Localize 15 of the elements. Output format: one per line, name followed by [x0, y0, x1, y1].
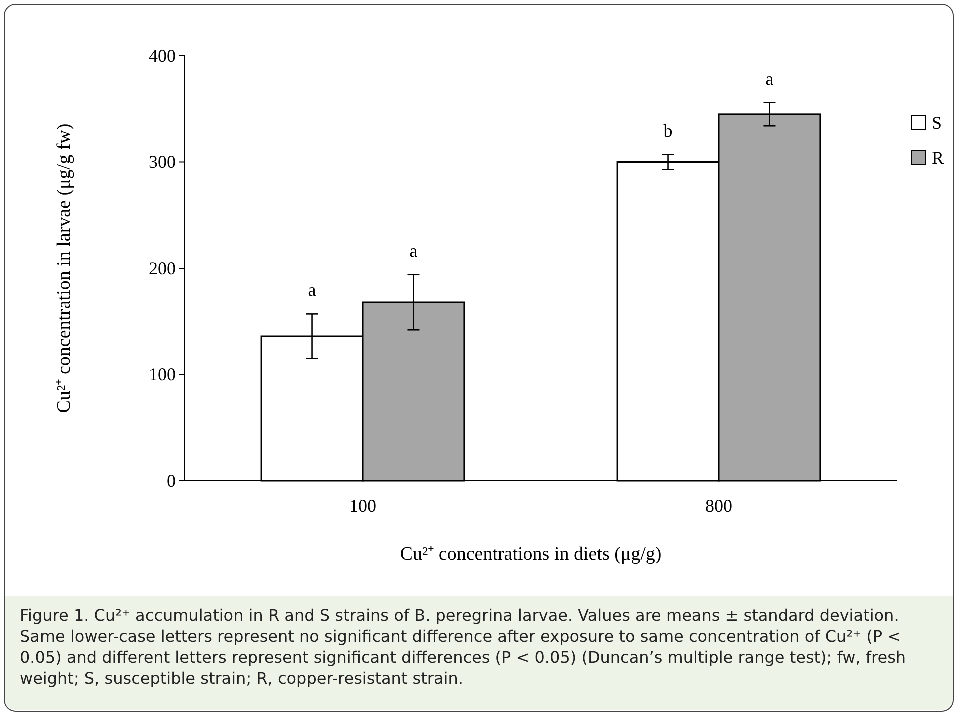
x-tick-label: 800 [706, 496, 732, 516]
y-tick-label: 200 [149, 258, 176, 278]
y-tick-label: 0 [167, 470, 176, 491]
annotation: a [766, 68, 774, 89]
y-tick-label: 400 [149, 46, 176, 66]
legend-label: R [932, 148, 944, 168]
annotation: b [664, 120, 673, 141]
y-axis-title: Cu²⁺ concentration in larvae (μg/g fw) [54, 124, 75, 414]
legend-label: S [932, 113, 942, 133]
y-tick-label: 300 [149, 152, 176, 172]
annotation: a [308, 280, 316, 300]
y-tick-label: 100 [149, 364, 176, 385]
caption: Figure 1. Cu²⁺ accumulation in R and S strains of B. peregrina larvae. Values are means ± standard deviation. Same lower-case letters represent no significant difference after exposure to same concentration of Cu²⁺ (P < 0.05) and different letters represent significant differences (P < 0.05) (Duncan’s multiple range test); fw, fresh weight; S, susceptible strain; R, copper-resistant strain. [19, 605, 908, 689]
x-axis-title: Cu²⁺ concentrations in diets (μg/g) [400, 544, 662, 565]
annotation: a [410, 240, 418, 261]
